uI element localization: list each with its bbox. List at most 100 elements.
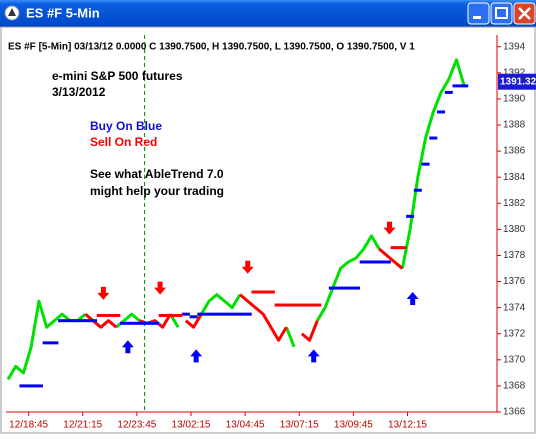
x-tick-label: 12/21:15 bbox=[63, 420, 102, 431]
y-tick-label: 1390 bbox=[503, 94, 526, 105]
stop-dash bbox=[297, 303, 306, 307]
stop-dash bbox=[413, 188, 422, 192]
signal-arrow bbox=[406, 291, 419, 305]
x-tick-label: 13/12:15 bbox=[388, 420, 427, 431]
y-tick-label: 1376 bbox=[503, 276, 526, 287]
stop-dash bbox=[406, 214, 415, 218]
stop-dash bbox=[274, 303, 283, 307]
signal-arrow bbox=[190, 349, 203, 363]
stop-dash bbox=[189, 315, 198, 319]
stop-dash bbox=[282, 303, 291, 307]
signal-arrow bbox=[121, 340, 134, 354]
stop-dash bbox=[212, 312, 221, 316]
signal-arrow bbox=[307, 349, 320, 363]
stop-dash bbox=[305, 303, 314, 307]
stop-dash bbox=[220, 312, 229, 316]
signal-arrow bbox=[383, 221, 396, 235]
title-bar bbox=[0, 0, 536, 27]
window-title: ES #F 5-Min bbox=[26, 5, 100, 20]
stop-dash bbox=[181, 312, 190, 316]
stop-dash bbox=[112, 313, 121, 317]
chart-frame bbox=[0, 26, 536, 434]
stop-dash bbox=[96, 313, 105, 317]
annotation: See what AbleTrend 7.0 bbox=[90, 167, 224, 181]
stop-dash bbox=[73, 319, 82, 323]
stop-dash bbox=[228, 312, 237, 316]
y-tick-label: 1392 bbox=[503, 67, 526, 78]
y-tick-label: 1370 bbox=[503, 354, 526, 365]
stop-dash bbox=[166, 313, 175, 317]
annotation: 3/13/2012 bbox=[52, 85, 106, 99]
x-tick-label: 13/02:15 bbox=[172, 420, 211, 431]
stop-dash bbox=[313, 303, 322, 307]
annotation: might help your trading bbox=[90, 184, 224, 198]
y-tick-label: 1382 bbox=[503, 198, 526, 209]
stop-dash bbox=[174, 313, 183, 317]
stop-dash bbox=[150, 321, 159, 325]
price-line bbox=[6, 58, 466, 381]
y-tick-label: 1374 bbox=[503, 302, 526, 313]
stop-dash bbox=[429, 136, 438, 140]
stop-dash bbox=[19, 384, 28, 388]
stop-dash bbox=[127, 321, 136, 325]
stop-dash bbox=[243, 312, 252, 316]
stop-dash bbox=[42, 341, 51, 345]
x-tick-label: 12/18:45 bbox=[9, 420, 48, 431]
stop-dash bbox=[58, 319, 67, 323]
stop-dash bbox=[50, 341, 59, 345]
stop-dash bbox=[143, 321, 152, 325]
x-tick-label: 13/04:45 bbox=[226, 420, 265, 431]
maximize-button[interactable] bbox=[490, 2, 513, 25]
stop-dash bbox=[382, 260, 391, 264]
y-tick-label: 1388 bbox=[503, 120, 526, 131]
stop-dash bbox=[359, 260, 368, 264]
stop-dash bbox=[460, 84, 469, 88]
stop-dash bbox=[135, 321, 144, 325]
x-tick-label: 13/09:45 bbox=[334, 420, 373, 431]
y-tick-label: 1368 bbox=[503, 381, 526, 392]
last-price-label: 1391.32 bbox=[500, 76, 536, 87]
stop-dash bbox=[104, 313, 113, 317]
stop-dash bbox=[251, 290, 260, 294]
stop-dash bbox=[444, 90, 453, 94]
stop-dash bbox=[158, 313, 167, 317]
minimize-button[interactable] bbox=[467, 2, 490, 25]
stop-dash bbox=[81, 319, 90, 323]
signal-arrow bbox=[97, 286, 110, 300]
stop-dash bbox=[398, 246, 407, 250]
window-icon-glyph bbox=[8, 8, 16, 16]
price-line bbox=[84, 247, 404, 342]
x-tick-label: 13/07:15 bbox=[280, 420, 319, 431]
stop-dash bbox=[197, 312, 206, 316]
stop-dash bbox=[375, 260, 384, 264]
stop-dash bbox=[259, 290, 268, 294]
stop-dash bbox=[367, 260, 376, 264]
stop-dash bbox=[65, 319, 74, 323]
y-tick-label: 1380 bbox=[503, 224, 526, 235]
stop-dash bbox=[421, 162, 430, 166]
stop-dash bbox=[34, 384, 43, 388]
stop-dash bbox=[336, 286, 345, 290]
y-tick-label: 1378 bbox=[503, 250, 526, 261]
stop-dash bbox=[205, 312, 214, 316]
y-tick-label: 1394 bbox=[503, 41, 526, 52]
signal-arrow bbox=[154, 281, 167, 295]
stop-dash bbox=[344, 286, 353, 290]
y-tick-label: 1372 bbox=[503, 328, 526, 339]
stop-dash bbox=[235, 312, 244, 316]
stop-dash bbox=[266, 290, 275, 294]
stop-dash bbox=[119, 321, 128, 325]
stop-dash bbox=[351, 286, 360, 290]
stop-dash bbox=[328, 286, 337, 290]
annotation: Buy On Blue bbox=[90, 119, 162, 133]
stop-dash bbox=[452, 84, 461, 88]
stop-dash bbox=[89, 319, 98, 323]
y-tick-label: 1384 bbox=[503, 172, 526, 183]
signal-arrow bbox=[241, 260, 254, 274]
y-tick-label: 1386 bbox=[503, 146, 526, 157]
close-button[interactable] bbox=[513, 2, 536, 25]
stop-dash bbox=[290, 303, 299, 307]
chart-header: ES #F [5-Min] 03/13/12 0.0000 C 1390.750… bbox=[8, 42, 415, 53]
x-tick-label: 12/23:45 bbox=[117, 420, 156, 431]
